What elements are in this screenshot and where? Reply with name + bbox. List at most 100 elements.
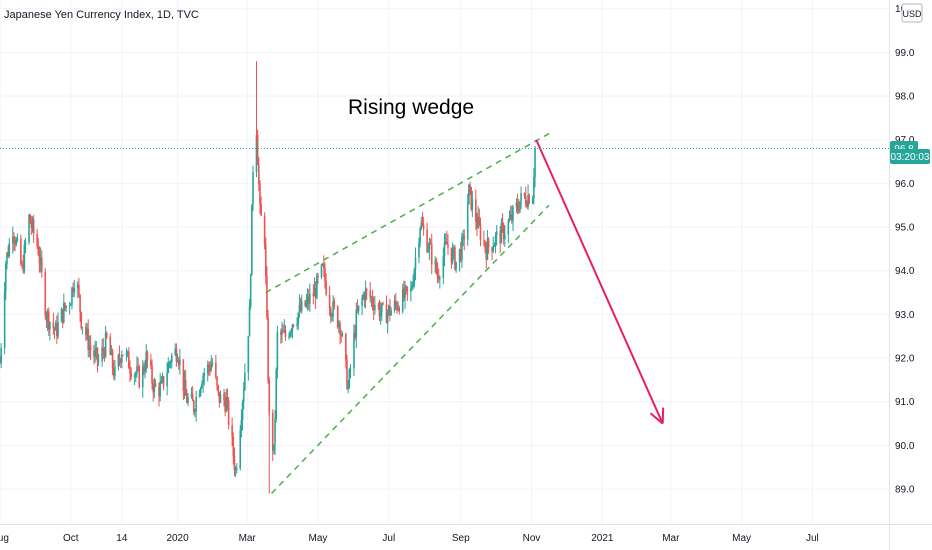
candle-body — [339, 323, 341, 334]
candle-body — [528, 195, 531, 204]
candle-body — [403, 288, 405, 299]
candle-body — [508, 218, 511, 222]
candle-body — [121, 354, 123, 363]
candle-body — [0, 347, 2, 363]
candle-body — [0, 362, 1, 364]
candle-body — [274, 418, 276, 445]
candle-body — [328, 294, 331, 309]
candle-body — [193, 400, 195, 412]
price-tick-label: 90.0 — [895, 441, 915, 452]
candle-body — [495, 231, 498, 236]
candle-body — [353, 332, 355, 369]
candle-body — [211, 362, 214, 365]
candle-body — [509, 214, 512, 219]
candle-body — [361, 298, 363, 306]
candle-body — [5, 263, 7, 292]
price-tick-label: 92.0 — [895, 354, 915, 365]
price-tick-label: 93.0 — [895, 310, 915, 321]
candle-body — [517, 208, 520, 212]
wedge-lower-line[interactable] — [271, 204, 550, 494]
chart-title: Japanese Yen Currency Index, 1D, TVC — [4, 9, 199, 21]
candle-body — [141, 366, 144, 388]
candle-body — [24, 242, 27, 245]
candle-body — [275, 369, 278, 419]
candle-body — [21, 264, 23, 266]
candle-body — [103, 351, 106, 357]
candle-body — [520, 192, 522, 202]
candle-body — [374, 305, 376, 311]
candle-body — [534, 148, 536, 178]
candle-body — [461, 236, 463, 261]
candle-body — [239, 430, 242, 469]
candle-body — [223, 393, 225, 401]
candle-body — [434, 260, 437, 265]
candle-body — [299, 304, 302, 311]
candle-body — [419, 228, 421, 243]
candle-body — [429, 243, 432, 244]
candle-body — [404, 286, 406, 299]
candle-body — [426, 229, 428, 252]
price-axis[interactable]: 89.0 90.0 91.0 92.0 93.0 94.0 95.0 96.0 97.0 98.0… — [895, 4, 920, 495]
candle-body — [73, 288, 76, 293]
candle-body — [118, 355, 121, 360]
time-tick-label: Sep — [452, 533, 470, 544]
candle-body — [393, 300, 396, 311]
candle-body — [224, 400, 226, 412]
candle-body — [216, 377, 218, 386]
candle-body — [422, 225, 425, 230]
candle-body — [259, 183, 261, 205]
candle-body — [333, 301, 336, 307]
candle-body — [234, 469, 237, 471]
candle-body — [61, 309, 64, 323]
candle-body — [29, 214, 31, 224]
candle-body — [201, 383, 203, 388]
candle-body — [258, 164, 260, 184]
candle-body — [199, 387, 202, 394]
candle-body — [317, 275, 319, 277]
candle-body — [414, 257, 417, 270]
candle-body — [126, 351, 129, 353]
time-axis[interactable]: Aug Oct 14 2020 Mar May Jul Sep Nov 2021 Mar May Jul — [0, 533, 819, 544]
candle-body — [36, 233, 38, 247]
candle-body — [377, 305, 380, 306]
candle-body — [296, 323, 298, 326]
candle-body — [430, 243, 433, 265]
candle-body — [484, 241, 486, 249]
candle-body — [349, 368, 352, 370]
candle-body — [248, 306, 251, 337]
candle-body — [494, 235, 497, 245]
candle-body — [105, 333, 108, 337]
candle-body — [37, 246, 40, 255]
candle-body — [325, 281, 327, 295]
candle-body — [86, 329, 88, 336]
candle-body — [54, 323, 57, 331]
candle-body — [158, 386, 160, 397]
candle-body — [8, 243, 11, 257]
time-tick-label: Oct — [63, 533, 79, 544]
candle-body — [338, 323, 340, 327]
candle-body — [101, 347, 103, 362]
candle-body — [39, 257, 42, 264]
candle-body — [169, 362, 172, 364]
wedge-upper-line[interactable] — [265, 130, 554, 294]
candle-body — [159, 383, 161, 397]
candle-body — [281, 330, 283, 335]
candle-body — [365, 289, 368, 291]
arrow-shaft[interactable] — [535, 139, 664, 424]
currency-badge[interactable] — [901, 3, 923, 23]
candle-body — [436, 272, 439, 277]
candle-body — [385, 304, 388, 324]
candle-body — [443, 242, 446, 257]
candle-body — [485, 248, 488, 260]
candle-body — [290, 331, 293, 332]
candle-body — [447, 244, 449, 248]
candle-body — [268, 380, 271, 413]
candle-body — [289, 331, 291, 337]
candle-body — [332, 301, 334, 317]
candle-body — [46, 311, 49, 321]
candle-body — [95, 347, 98, 351]
candle-body — [346, 359, 348, 389]
candle-body — [444, 241, 447, 243]
candle-body — [356, 309, 359, 312]
